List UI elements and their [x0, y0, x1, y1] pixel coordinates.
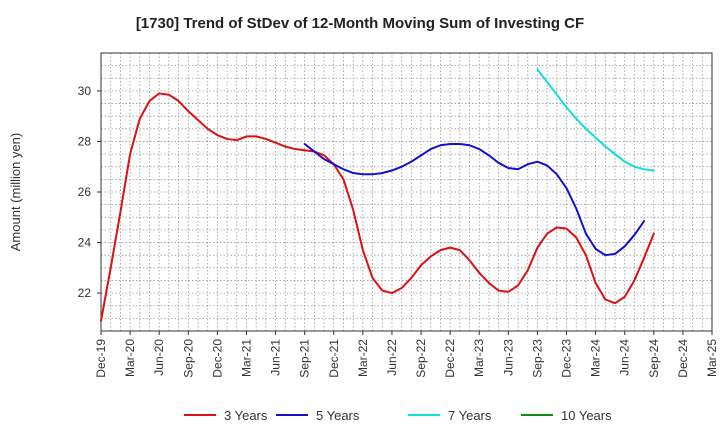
y-tick-label: 30 — [78, 84, 92, 98]
x-tick-label: Mar-23 — [472, 339, 486, 377]
x-tick-label: Sep-22 — [414, 339, 428, 378]
x-tick-label: Dec-21 — [327, 339, 341, 378]
series-line-5-years — [303, 142, 646, 257]
x-tick-label: Dec-24 — [676, 339, 690, 378]
legend-label: 5 Years — [316, 408, 360, 423]
legend: 3 Years 5 Years 7 Years 10 Years — [184, 408, 612, 423]
y-tick-label: 24 — [78, 236, 92, 250]
x-tick-label: Mar-20 — [123, 339, 137, 377]
legend-label: 10 Years — [561, 408, 612, 423]
y-axis-label: Amount (million yen) — [8, 133, 23, 252]
x-tick-label: Jun-22 — [385, 339, 399, 376]
x-tick-label: Dec-20 — [210, 339, 224, 378]
x-tick-label: Mar-21 — [239, 339, 253, 377]
x-tick-label: Dec-22 — [443, 339, 457, 378]
y-tick-label: 22 — [78, 286, 92, 300]
legend-label: 3 Years — [224, 408, 268, 423]
x-tick-label: Sep-20 — [181, 339, 195, 378]
chart-title: [1730] Trend of StDev of 12-Month Moving… — [136, 15, 584, 32]
x-tick-label: Jun-24 — [618, 339, 632, 376]
x-tick-label: Sep-24 — [647, 339, 661, 378]
x-tick-label: Sep-21 — [298, 339, 312, 378]
y-tick-label: 28 — [78, 134, 92, 148]
y-tick-label: 26 — [78, 185, 92, 199]
x-tick-label: Dec-23 — [560, 339, 574, 378]
x-tick-label: Mar-25 — [705, 339, 719, 377]
legend-label: 7 Years — [448, 408, 492, 423]
x-tick-label: Mar-24 — [589, 339, 603, 377]
series-line-7-years — [536, 68, 655, 172]
x-tick-label: Jun-20 — [152, 339, 166, 376]
series-line-3-years — [100, 92, 655, 322]
x-tick-label: Dec-19 — [94, 339, 108, 378]
x-tick-label: Mar-22 — [356, 339, 370, 377]
plot-area: 22 24 26 28 30 Dec-19 Mar-20 Jun-20 Sep-20 Dec-20… — [78, 52, 719, 378]
x-tick-label: Jun-21 — [269, 339, 283, 376]
x-tick-label: Sep-23 — [530, 339, 544, 378]
x-tick-label: Jun-23 — [501, 339, 515, 376]
